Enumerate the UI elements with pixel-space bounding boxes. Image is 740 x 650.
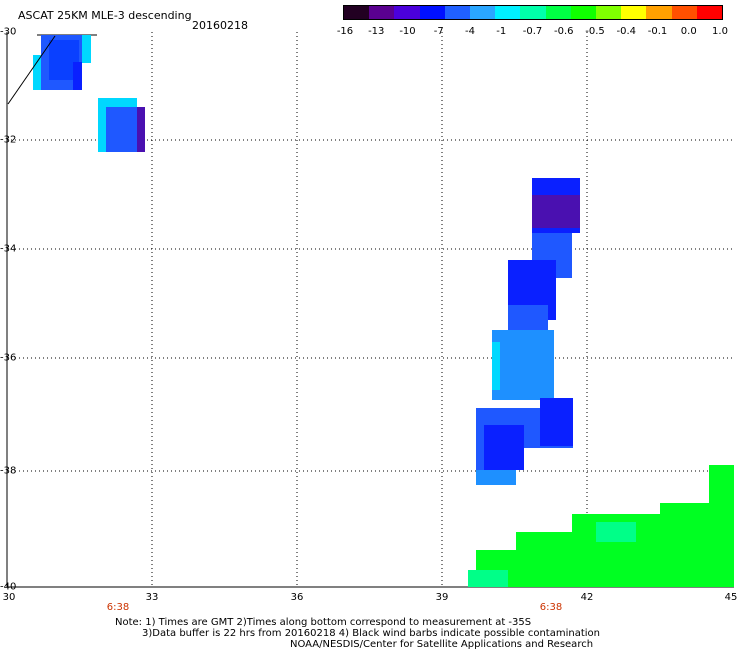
colorbar-segment bbox=[545, 6, 571, 19]
lat-label-34: -34 bbox=[0, 243, 17, 255]
colorbar-label: -10 bbox=[399, 26, 416, 37]
colorbar-label: -13 bbox=[368, 26, 385, 37]
colorbar-segment bbox=[671, 6, 697, 19]
time-label-right: 6:38 bbox=[539, 602, 563, 613]
colorbar-segment bbox=[495, 6, 521, 19]
colorbar-segment bbox=[696, 6, 723, 19]
colorbar-segment bbox=[520, 6, 546, 19]
lon-label-42: 42 bbox=[580, 592, 594, 603]
colorbar-segment bbox=[419, 6, 445, 19]
note-line-3: NOAA/NESDIS/Center for Satellite Applica… bbox=[290, 639, 594, 650]
swath-topleft bbox=[7, 35, 91, 105]
colorbar-segment bbox=[470, 6, 496, 19]
note-line-1: Note: 1) Times are GMT 2)Times along bot… bbox=[115, 617, 532, 628]
swath-southeast bbox=[468, 465, 734, 587]
colorbar-segment bbox=[444, 6, 471, 19]
colorbar-label: -4 bbox=[465, 26, 475, 37]
lon-label-36: 36 bbox=[290, 592, 304, 603]
colorbar-label: -0.4 bbox=[616, 26, 637, 37]
colorbar-label: -0.5 bbox=[585, 26, 605, 37]
colorbar-segment bbox=[596, 6, 622, 19]
colorbar-label: -0.1 bbox=[647, 26, 668, 37]
colorbar-segment bbox=[621, 6, 647, 19]
lon-label-39: 39 bbox=[435, 592, 449, 603]
lat-label-38: -38 bbox=[0, 465, 17, 477]
colorbar-label: -7 bbox=[433, 26, 444, 37]
swath-east bbox=[476, 178, 580, 485]
colorbar-label: 0.0 bbox=[680, 26, 697, 37]
lon-label-30: 30 bbox=[2, 592, 16, 603]
colorbar-label: -0.6 bbox=[553, 26, 574, 37]
colorbar-segment bbox=[369, 6, 395, 19]
colorbar-label: 1.0 bbox=[712, 26, 728, 37]
colorbar bbox=[343, 5, 723, 20]
lat-label-40: -40 bbox=[0, 581, 17, 593]
colorbar-label: -1 bbox=[496, 26, 507, 37]
colorbar-segment bbox=[394, 6, 420, 19]
gridlines bbox=[7, 32, 734, 587]
date-label: 20160218 bbox=[192, 19, 248, 32]
note-line-2: 3)Data buffer is 22 hrs from 20160218 4)… bbox=[142, 628, 600, 639]
time-label-left: 6:38 bbox=[106, 602, 130, 613]
title: ASCAT 25KM MLE-3 descending bbox=[18, 9, 192, 22]
lat-label-32: -32 bbox=[0, 134, 17, 146]
swath-left-2 bbox=[98, 98, 145, 152]
colorbar-label: -0.7 bbox=[522, 26, 543, 37]
lon-label-45: 45 bbox=[724, 592, 738, 603]
colorbar-segment bbox=[646, 6, 672, 19]
colorbar-segment bbox=[570, 6, 597, 19]
lat-label-36: -36 bbox=[0, 352, 17, 364]
lat-label-30: -30 bbox=[0, 26, 17, 38]
colorbar-segment bbox=[344, 6, 370, 19]
colorbar-label: -16 bbox=[336, 26, 354, 37]
lon-label-33: 33 bbox=[145, 592, 159, 603]
